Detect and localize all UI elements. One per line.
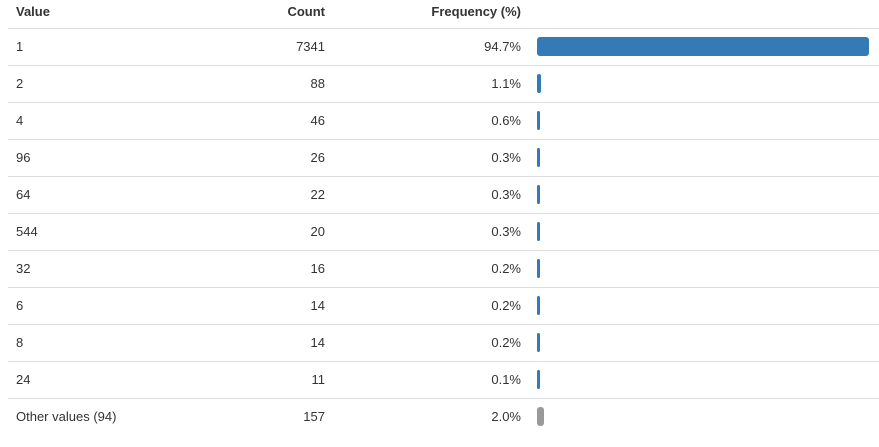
frequency-bar	[537, 185, 540, 204]
bar-cell	[529, 138, 879, 176]
frequency-bar	[537, 222, 540, 241]
count-column-header: Count	[218, 0, 333, 29]
frequency-column-header: Frequency (%)	[333, 0, 529, 29]
value-cell: 4	[8, 101, 218, 139]
frequency-cell: 1.1%	[333, 64, 529, 102]
value-cell: 32	[8, 249, 218, 287]
frequency-cell: 0.3%	[333, 212, 529, 250]
value-cell: 24	[8, 360, 218, 398]
frequency-bar-track	[537, 296, 869, 315]
bar-cell	[529, 212, 879, 250]
table-row: 544 20 0.3%	[8, 212, 879, 250]
value-cell: 8	[8, 323, 218, 361]
frequency-bar-track	[537, 259, 869, 278]
frequency-bar-track	[537, 111, 869, 130]
bar-column-header	[529, 0, 879, 29]
frequency-bar-track	[537, 407, 869, 427]
frequency-bar	[537, 148, 540, 167]
value-cell: 544	[8, 212, 218, 250]
frequency-bar	[537, 259, 540, 278]
count-cell: 46	[218, 101, 333, 139]
frequency-cell: 0.3%	[333, 138, 529, 176]
frequency-bar-track	[537, 74, 869, 93]
value-cell: 2	[8, 64, 218, 102]
bar-cell	[529, 101, 879, 139]
frequency-bar	[537, 333, 540, 352]
frequency-table-body: 1 7341 94.7% 2 88 1.1% 4 46 0.6% 96 26 0.3% 64 22 0.3%…	[8, 28, 879, 435]
table-row: 24 11 0.1%	[8, 360, 879, 398]
other-values-row: Other values (94) 157 2.0%	[8, 397, 879, 435]
bar-cell	[529, 397, 879, 435]
frequency-bar-track	[537, 148, 869, 167]
value-cell: 6	[8, 286, 218, 324]
count-cell: 88	[218, 64, 333, 102]
value-cell: 96	[8, 138, 218, 176]
count-cell: 11	[218, 360, 333, 398]
count-cell: 22	[218, 175, 333, 213]
count-cell: 20	[218, 212, 333, 250]
frequency-bar	[537, 37, 869, 56]
table-row: 2 88 1.1%	[8, 64, 879, 102]
value-cell: 1	[16, 39, 24, 54]
table-row: 4 46 0.6%	[8, 101, 879, 139]
table-row: 6 14 0.2%	[8, 286, 879, 324]
frequency-cell: 94.7%	[484, 39, 521, 54]
frequency-bar	[537, 370, 540, 389]
frequency-cell: 0.2%	[333, 323, 529, 361]
frequency-cell: 0.3%	[333, 175, 529, 213]
frequency-bar-track	[537, 185, 869, 204]
value-cell: Other values (94)	[8, 397, 218, 435]
count-cell: 16	[218, 249, 333, 287]
frequency-bar	[537, 74, 541, 93]
frequency-table: Value Count Frequency (%) 1 7341 94.7% 2 88 1…	[8, 0, 879, 435]
count-cell: 7341	[296, 39, 325, 54]
table-row: 1 7341 94.7%	[8, 28, 879, 65]
frequency-cell: 0.1%	[333, 360, 529, 398]
table-row: 64 22 0.3%	[8, 175, 879, 213]
bar-cell	[529, 249, 879, 287]
frequency-cell: 0.6%	[333, 101, 529, 139]
bar-cell	[529, 360, 879, 398]
value-cell: 64	[8, 175, 218, 213]
count-cell: 157	[218, 397, 333, 435]
count-cell: 14	[218, 323, 333, 361]
bar-cell	[529, 28, 879, 65]
frequency-bar	[537, 111, 540, 130]
bar-cell	[529, 64, 879, 102]
bar-cell	[529, 175, 879, 213]
table-row: 8 14 0.2%	[8, 323, 879, 361]
table-row: 96 26 0.3%	[8, 138, 879, 176]
frequency-cell: 0.2%	[333, 286, 529, 324]
frequency-bar-track	[537, 370, 869, 389]
frequency-bar-track	[537, 37, 869, 56]
frequency-bar	[537, 296, 540, 315]
frequency-bar-track	[537, 222, 869, 241]
value-column-header: Value	[8, 0, 218, 29]
table-row: 32 16 0.2%	[8, 249, 879, 287]
bar-cell	[529, 323, 879, 361]
frequency-bar-track	[537, 333, 869, 352]
frequency-cell: 2.0%	[333, 397, 529, 435]
count-cell: 14	[218, 286, 333, 324]
count-cell: 26	[218, 138, 333, 176]
header-row: Value Count Frequency (%)	[8, 0, 879, 29]
bar-cell	[529, 286, 879, 324]
other-values-frequency-bar	[537, 407, 544, 427]
frequency-cell: 0.2%	[333, 249, 529, 287]
